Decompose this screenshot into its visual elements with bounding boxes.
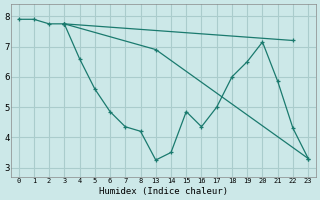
- X-axis label: Humidex (Indice chaleur): Humidex (Indice chaleur): [99, 187, 228, 196]
